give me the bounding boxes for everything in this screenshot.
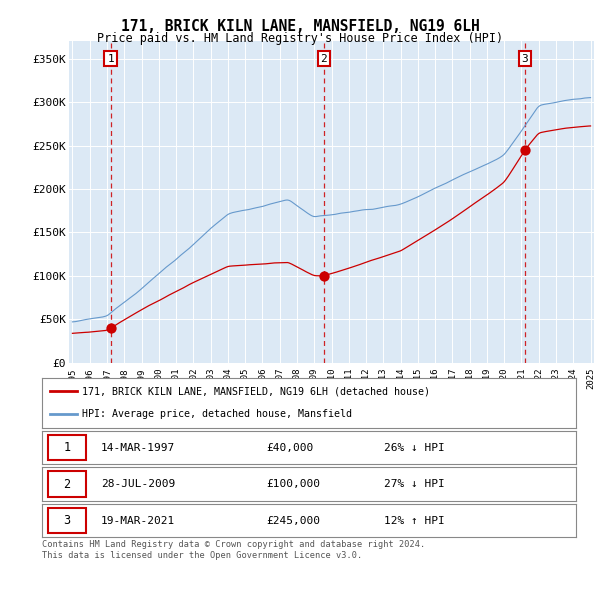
Text: Contains HM Land Registry data © Crown copyright and database right 2024.
This d: Contains HM Land Registry data © Crown c… xyxy=(42,540,425,560)
Text: 14-MAR-1997: 14-MAR-1997 xyxy=(101,442,175,453)
Text: 171, BRICK KILN LANE, MANSFIELD, NG19 6LH (detached house): 171, BRICK KILN LANE, MANSFIELD, NG19 6L… xyxy=(82,386,430,396)
Text: 26% ↓ HPI: 26% ↓ HPI xyxy=(384,442,445,453)
Text: 2: 2 xyxy=(64,477,71,491)
Text: £100,000: £100,000 xyxy=(266,479,320,489)
Text: 19-MAR-2021: 19-MAR-2021 xyxy=(101,516,175,526)
Text: 1: 1 xyxy=(107,54,114,64)
Text: 3: 3 xyxy=(64,514,71,527)
Point xyxy=(520,145,530,155)
Text: 2: 2 xyxy=(320,54,327,64)
Text: 12% ↑ HPI: 12% ↑ HPI xyxy=(384,516,445,526)
Text: 27% ↓ HPI: 27% ↓ HPI xyxy=(384,479,445,489)
Text: 28-JUL-2009: 28-JUL-2009 xyxy=(101,479,175,489)
Text: £245,000: £245,000 xyxy=(266,516,320,526)
Text: £40,000: £40,000 xyxy=(266,442,314,453)
Point xyxy=(319,271,329,281)
Text: Price paid vs. HM Land Registry's House Price Index (HPI): Price paid vs. HM Land Registry's House … xyxy=(97,32,503,45)
Text: HPI: Average price, detached house, Mansfield: HPI: Average price, detached house, Mans… xyxy=(82,409,352,419)
Point xyxy=(106,323,115,333)
FancyBboxPatch shape xyxy=(49,435,86,460)
FancyBboxPatch shape xyxy=(49,471,86,497)
Text: 1: 1 xyxy=(64,441,71,454)
Text: 171, BRICK KILN LANE, MANSFIELD, NG19 6LH: 171, BRICK KILN LANE, MANSFIELD, NG19 6L… xyxy=(121,19,479,34)
Text: 3: 3 xyxy=(522,54,529,64)
FancyBboxPatch shape xyxy=(49,508,86,533)
